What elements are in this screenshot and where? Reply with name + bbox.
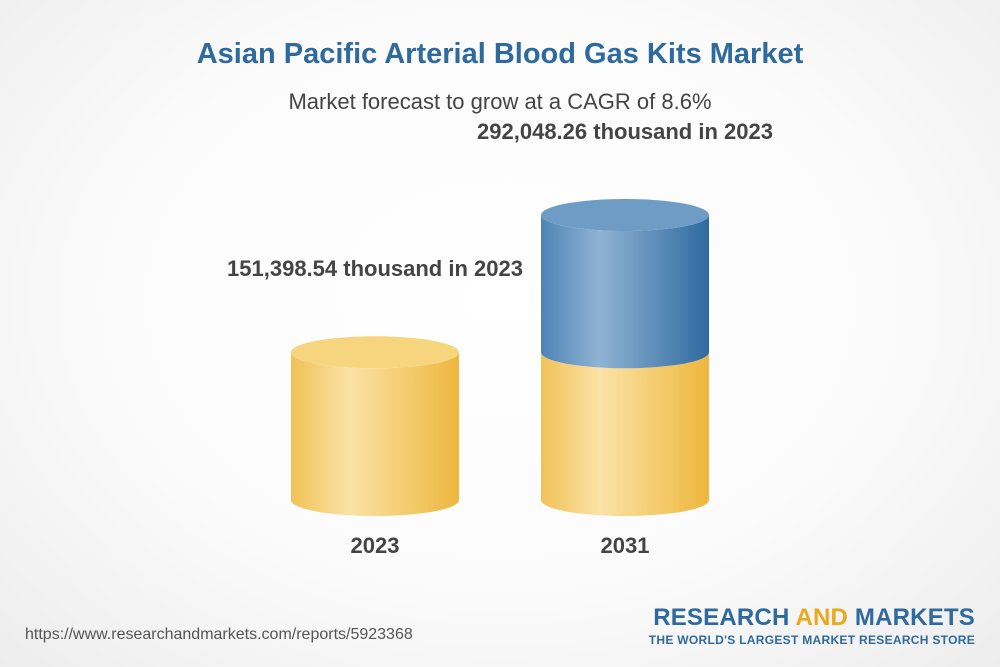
source-url[interactable]: https://www.researchandmarkets.com/repor… xyxy=(25,626,413,643)
brand-tagline: THE WORLD'S LARGEST MARKET RESEARCH STOR… xyxy=(648,633,975,647)
data-label-2023: 151,398.54 thousand in 2023 xyxy=(227,256,523,282)
brand-name: RESEARCH AND MARKETS xyxy=(653,604,975,631)
bar-2023 xyxy=(291,336,459,516)
brand-logo: RESEARCH AND MARKETS THE WORLD'S LARGEST… xyxy=(649,604,975,648)
bar-2031-base xyxy=(541,352,709,516)
x-tick-label-2031: 2031 xyxy=(600,533,650,558)
chart-subtitle: Market forecast to grow at a CAGR of 8.6… xyxy=(288,89,712,114)
x-tick-label-2023: 2023 xyxy=(350,533,400,558)
chart-title: Asian Pacific Arterial Blood Gas Kits Ma… xyxy=(196,38,804,70)
bar-2031-growth xyxy=(541,199,709,369)
data-label-2031: 292,048.26 thousand in 2023 xyxy=(477,119,773,144)
